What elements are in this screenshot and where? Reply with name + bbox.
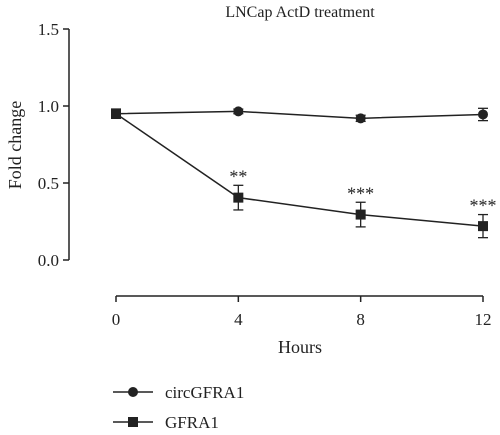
y-axis-label: Fold change: [5, 101, 25, 189]
significance-label: **: [229, 166, 247, 186]
x-tick-label: 8: [356, 310, 365, 329]
legend-label: circGFRA1: [165, 383, 244, 402]
x-tick-label: 4: [234, 310, 243, 329]
x-tick-label: 0: [112, 310, 121, 329]
data-point-square: [478, 221, 488, 232]
y-tick-label: 0.5: [38, 174, 59, 193]
series-GFRA1: ********: [111, 108, 497, 239]
legend-entry: GFRA1: [113, 413, 219, 432]
significance-label: ***: [347, 183, 374, 203]
significance-label: ***: [470, 196, 497, 216]
data-point-circle: [478, 109, 488, 120]
series-line: [115, 113, 484, 227]
data-point-square: [111, 108, 121, 119]
series-line: [115, 110, 484, 120]
data-point-square: [355, 209, 366, 220]
legend-marker-square: [128, 417, 138, 427]
data-point-circle: [233, 106, 244, 117]
y-tick-label: 1.0: [38, 97, 59, 116]
data-point-circle: [355, 113, 366, 124]
y-tick-label: 1.5: [38, 20, 59, 39]
y-tick-label: 0.0: [38, 251, 59, 270]
chart-title: LNCap ActD treatment: [225, 4, 375, 21]
data-point-square: [233, 192, 244, 203]
series-circGFRA1: [111, 106, 488, 124]
series-layer: ********: [111, 106, 497, 239]
axes: 0.0 0.5 1.0 1.5 0 4 8 12: [38, 20, 492, 329]
legend: circGFRA1 GFRA1: [113, 383, 244, 432]
legend-label: GFRA1: [165, 413, 219, 432]
legend-marker-circle: [128, 387, 138, 397]
legend-entry: circGFRA1: [113, 383, 244, 402]
x-axis-label: Hours: [278, 337, 322, 357]
x-tick-label: 12: [475, 310, 492, 329]
